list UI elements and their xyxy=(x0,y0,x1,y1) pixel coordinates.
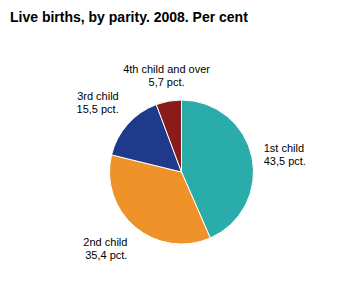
slice xyxy=(109,155,210,244)
data-label: 35,4 pct. xyxy=(85,249,127,261)
slice xyxy=(156,100,181,172)
data-label: 43,5 pct. xyxy=(264,155,306,167)
data-label: 15,5 pct. xyxy=(77,103,119,115)
data-label: 4th child and over xyxy=(123,63,210,75)
chart-container: Live births, by parity. 2008. Per cent 1s… xyxy=(0,0,363,306)
title: Live births, by parity. 2008. Per cent xyxy=(10,9,248,25)
labels: 1st child43,5 pct. 2nd child35,4 pct. 3rd … xyxy=(77,63,306,261)
pie xyxy=(109,100,253,244)
data-label: 1st child xyxy=(264,142,304,154)
data-label: 2nd child xyxy=(83,236,127,248)
chart: Live births, by parity. 2008. Per cent 1s… xyxy=(0,0,363,306)
data-label: 3rd child xyxy=(77,90,119,102)
data-label: 5,7 pct. xyxy=(149,76,185,88)
